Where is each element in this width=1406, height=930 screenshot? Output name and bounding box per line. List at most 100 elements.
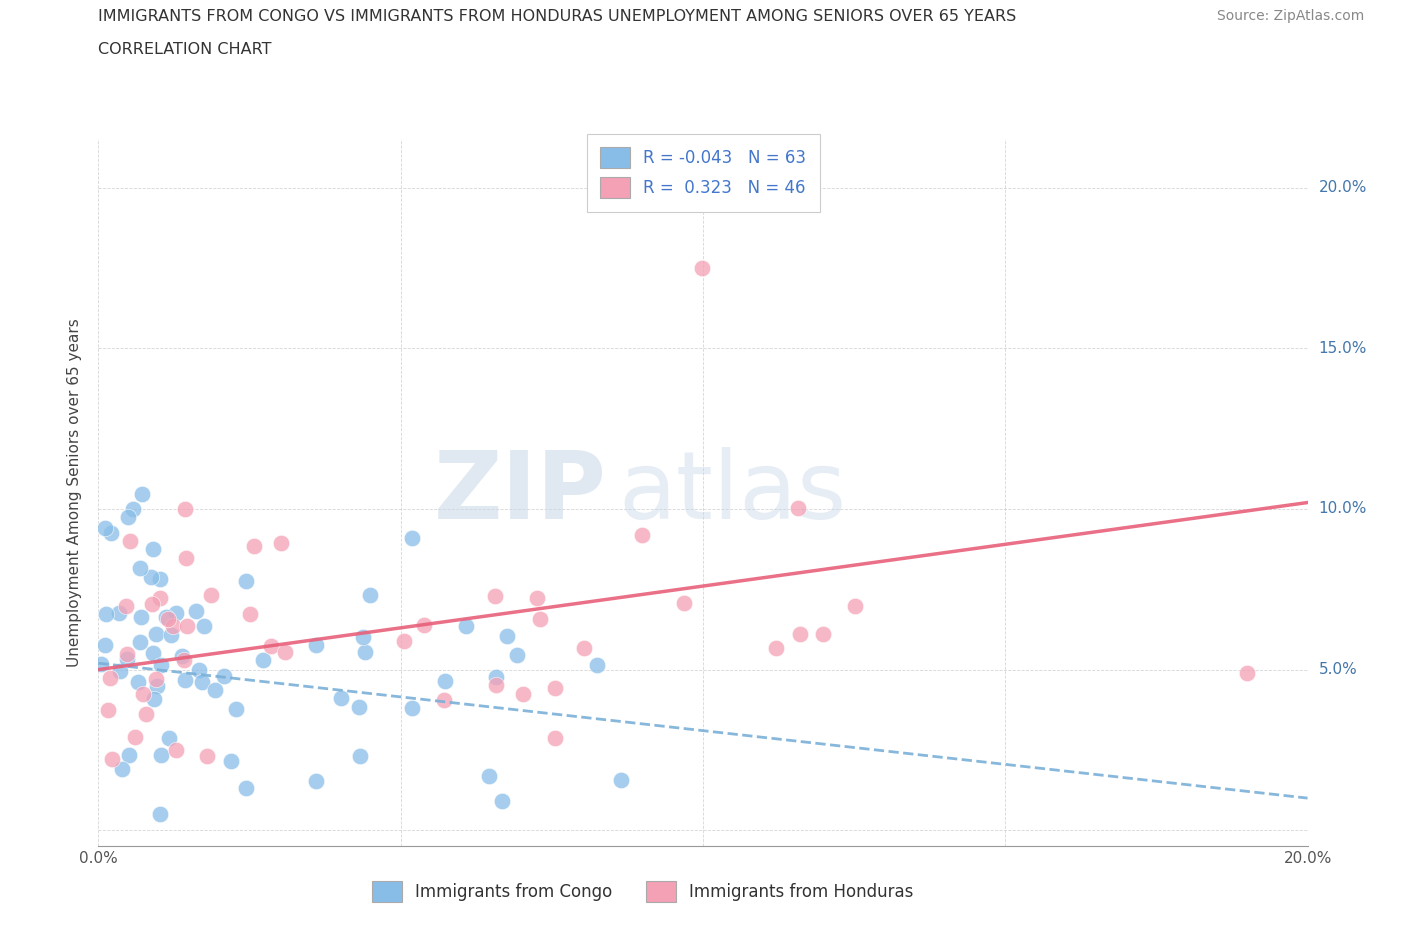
- Text: IMMIGRANTS FROM CONGO VS IMMIGRANTS FROM HONDURAS UNEMPLOYMENT AMONG SENIORS OVE: IMMIGRANTS FROM CONGO VS IMMIGRANTS FROM…: [98, 9, 1017, 24]
- Point: [108, 605, 131, 620]
- Point: [242, 538, 264, 553]
- Point: [506, 648, 529, 663]
- Point: [98, 671, 121, 685]
- Point: [93, 638, 115, 653]
- Point: [159, 628, 181, 643]
- Text: 5.0%: 5.0%: [1319, 662, 1357, 677]
- Point: [631, 528, 654, 543]
- Point: [142, 542, 165, 557]
- Y-axis label: Unemployment Among Seniors over 65 years: Unemployment Among Seniors over 65 years: [67, 319, 83, 668]
- Point: [491, 793, 513, 808]
- Point: [115, 647, 138, 662]
- Point: [193, 618, 215, 633]
- Point: [120, 534, 142, 549]
- Point: [131, 486, 153, 501]
- Point: [433, 693, 456, 708]
- Point: [155, 610, 177, 625]
- Point: [349, 748, 371, 763]
- Point: [165, 743, 187, 758]
- Point: [176, 618, 198, 633]
- Point: [173, 653, 195, 668]
- Point: [131, 687, 153, 702]
- Text: 10.0%: 10.0%: [1319, 501, 1367, 516]
- Point: [149, 807, 172, 822]
- Point: [330, 691, 353, 706]
- Point: [526, 591, 548, 605]
- Point: [270, 536, 292, 551]
- Text: ZIP: ZIP: [433, 447, 606, 538]
- Point: [352, 630, 374, 644]
- Point: [672, 595, 695, 610]
- Point: [149, 591, 172, 605]
- Legend: Immigrants from Congo, Immigrants from Honduras: Immigrants from Congo, Immigrants from H…: [366, 874, 920, 909]
- Point: [148, 571, 170, 586]
- Point: [173, 672, 195, 687]
- Point: [544, 681, 567, 696]
- Point: [690, 260, 713, 275]
- Point: [124, 729, 146, 744]
- Point: [141, 597, 163, 612]
- Point: [156, 612, 179, 627]
- Point: [1236, 666, 1258, 681]
- Point: [187, 663, 209, 678]
- Point: [235, 574, 257, 589]
- Text: Source: ZipAtlas.com: Source: ZipAtlas.com: [1216, 9, 1364, 23]
- Point: [495, 629, 517, 644]
- Point: [485, 678, 508, 693]
- Point: [184, 603, 207, 618]
- Point: [252, 653, 274, 668]
- Point: [544, 731, 567, 746]
- Point: [765, 641, 787, 656]
- Point: [135, 706, 157, 721]
- Point: [260, 639, 283, 654]
- Point: [100, 525, 122, 540]
- Point: [128, 634, 150, 649]
- Point: [150, 748, 173, 763]
- Point: [412, 618, 434, 633]
- Point: [811, 627, 834, 642]
- Point: [129, 561, 152, 576]
- Point: [162, 619, 184, 634]
- Point: [90, 657, 112, 671]
- Point: [305, 774, 328, 789]
- Point: [225, 701, 247, 716]
- Point: [127, 674, 149, 689]
- Point: [150, 658, 173, 673]
- Text: 20.0%: 20.0%: [1319, 180, 1367, 195]
- Point: [115, 598, 138, 613]
- Text: CORRELATION CHART: CORRELATION CHART: [98, 42, 271, 57]
- Point: [94, 607, 117, 622]
- Point: [235, 780, 257, 795]
- Point: [610, 773, 633, 788]
- Point: [145, 626, 167, 641]
- Point: [844, 599, 866, 614]
- Point: [401, 700, 423, 715]
- Point: [139, 569, 162, 584]
- Point: [401, 530, 423, 545]
- Point: [305, 638, 328, 653]
- Point: [586, 658, 609, 672]
- Point: [200, 588, 222, 603]
- Point: [121, 501, 143, 516]
- Point: [394, 633, 416, 648]
- Point: [157, 730, 180, 745]
- Point: [239, 606, 262, 621]
- Text: atlas: atlas: [619, 447, 846, 538]
- Point: [174, 501, 197, 516]
- Point: [97, 702, 120, 717]
- Point: [454, 618, 477, 633]
- Point: [190, 674, 212, 689]
- Point: [170, 648, 193, 663]
- Point: [115, 652, 138, 667]
- Point: [94, 520, 117, 535]
- Point: [117, 510, 139, 525]
- Point: [484, 589, 506, 604]
- Point: [512, 686, 534, 701]
- Point: [111, 762, 134, 777]
- Point: [143, 692, 166, 707]
- Point: [118, 748, 141, 763]
- Point: [142, 645, 165, 660]
- Point: [146, 678, 169, 693]
- Point: [219, 753, 242, 768]
- Text: 15.0%: 15.0%: [1319, 340, 1367, 356]
